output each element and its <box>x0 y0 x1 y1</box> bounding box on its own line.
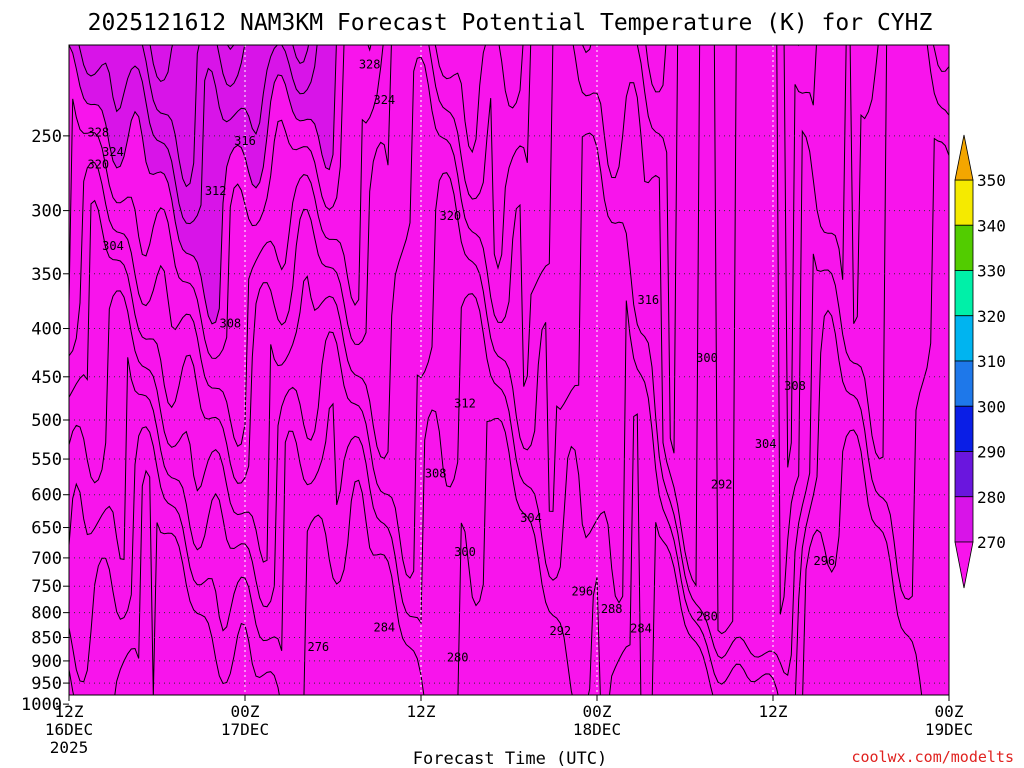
y-tick-label-1000: 1000 <box>21 695 62 715</box>
x-tick-label-36-1: 00Z <box>583 702 612 721</box>
contour-label-2: 328 <box>87 126 109 140</box>
contour-label-3: 324 <box>102 145 124 159</box>
contour-label-23: 292 <box>549 624 571 638</box>
y-tick-label-950: 950 <box>31 674 62 694</box>
x-axis-label: Forecast Time (UTC) <box>413 749 607 768</box>
colorbar-label-330: 330 <box>977 262 1006 281</box>
colorbar-under-arrow <box>954 541 974 589</box>
y-tick-label-400: 400 <box>31 320 62 340</box>
y-tick-label-500: 500 <box>31 411 62 431</box>
x-tick-label-12-1: 00Z <box>231 702 260 721</box>
y-tick-label-300: 300 <box>31 202 62 222</box>
colorbar-label-290: 290 <box>977 443 1006 462</box>
colorbar: 350 340 330 320 310 300 290 280 270 <box>954 134 1006 589</box>
x-tick-label-60-1: 00Z <box>935 702 964 721</box>
contour-272 <box>78 45 318 225</box>
x-tick-label-0-2: 16DEC <box>45 720 93 739</box>
contour-label-0: 328 <box>359 57 381 71</box>
contour-label-5: 316 <box>234 134 256 148</box>
contour-label-19: 296 <box>813 554 835 568</box>
contour-264 <box>69 45 817 484</box>
colorbar-swatch-280 <box>954 451 974 498</box>
contour-lines <box>69 45 949 695</box>
x-tick-label-60-2: 19DEC <box>925 720 973 739</box>
y-tick-label-350: 350 <box>31 265 62 285</box>
contour-label-16: 292 <box>711 477 733 491</box>
contour-label-26: 276 <box>307 640 329 654</box>
plot-frame <box>68 44 950 696</box>
x-tick-label-0-1: 12Z <box>55 702 84 721</box>
colorbar-swatch-340 <box>954 179 974 226</box>
x-tick-label-0-3: 2025 <box>50 738 89 757</box>
contour-label-27: 280 <box>447 651 469 665</box>
y-tick-label-450: 450 <box>31 368 62 388</box>
y-tick-label-850: 850 <box>31 628 62 648</box>
contour-label-24: 284 <box>630 622 652 636</box>
y-tick-label-900: 900 <box>31 652 62 672</box>
colorbar-label-310: 310 <box>977 352 1006 371</box>
contour-256 <box>69 413 923 695</box>
contour-label-1: 324 <box>373 93 395 107</box>
colorbar-swatch-300 <box>954 360 974 407</box>
y-tick-label-250: 250 <box>31 127 62 147</box>
colorbar-label-320: 320 <box>977 307 1006 326</box>
colorbar-swatch-290 <box>954 405 974 452</box>
contour-label-14: 304 <box>755 437 777 451</box>
contour-266 <box>69 45 800 448</box>
contour-label-13: 312 <box>454 396 476 410</box>
contour-label-17: 304 <box>520 511 542 525</box>
y-tick-label-800: 800 <box>31 604 62 624</box>
contour-label-18: 300 <box>454 545 476 559</box>
colorbar-label-340: 340 <box>977 216 1006 235</box>
colorbar-label-280: 280 <box>977 488 1006 507</box>
colorbar-swatch-270 <box>954 496 974 543</box>
y-tick-label-650: 650 <box>31 519 62 539</box>
contour-268 <box>69 45 372 359</box>
colorbar-label-300: 300 <box>977 397 1006 416</box>
contour-260 <box>69 45 949 677</box>
contour-label-10: 308 <box>219 316 241 330</box>
colorbar-over-arrow <box>954 134 974 181</box>
x-tick-label-48-1: 12Z <box>759 702 788 721</box>
plot-area: 3283243283243203163123203043163083003083… <box>69 45 949 695</box>
y-tick-label-550: 550 <box>31 450 62 470</box>
chart-title: 2025121612 NAM3KM Forecast Potential Tem… <box>88 10 933 36</box>
colorbar-swatch-320 <box>954 270 974 317</box>
contour-label-7: 320 <box>439 209 461 223</box>
contour-label-20: 296 <box>571 585 593 599</box>
y-tick-label-750: 750 <box>31 577 62 597</box>
credit-text: coolwx.com/modelts <box>851 748 1014 766</box>
contour-label-15: 308 <box>425 467 447 481</box>
contour-label-8: 304 <box>102 239 124 253</box>
y-axis: 250 300 350 400 450 500 550 600 650 700 750 800 850 9… <box>21 127 69 715</box>
contour-label-4: 320 <box>87 157 109 171</box>
colorbar-label-270: 270 <box>977 533 1006 552</box>
contour-270 <box>69 45 337 325</box>
contour-label-9: 316 <box>637 293 659 307</box>
colorbar-swatch-330 <box>954 224 974 271</box>
colorbar-label-350: 350 <box>977 171 1006 190</box>
contour-258 <box>69 137 949 695</box>
y-tick-label-700: 700 <box>31 549 62 569</box>
contour-label-25: 280 <box>696 610 718 624</box>
contour-label-12: 308 <box>784 379 806 393</box>
x-tick-label-24-1: 12Z <box>407 702 436 721</box>
contour-labels: 3283243283243203163123203043163083003083… <box>87 57 835 664</box>
grid-lines <box>69 45 949 695</box>
contour-label-22: 284 <box>373 621 395 635</box>
contour-label-6: 312 <box>205 184 227 198</box>
x-tick-label-36-2: 18DEC <box>573 720 621 739</box>
contour-label-21: 288 <box>601 602 623 616</box>
x-tick-label-12-2: 17DEC <box>221 720 269 739</box>
colorbar-swatch-310 <box>954 315 974 362</box>
y-tick-label-600: 600 <box>31 486 62 506</box>
contour-262 <box>69 45 949 635</box>
contour-label-11: 300 <box>696 351 718 365</box>
